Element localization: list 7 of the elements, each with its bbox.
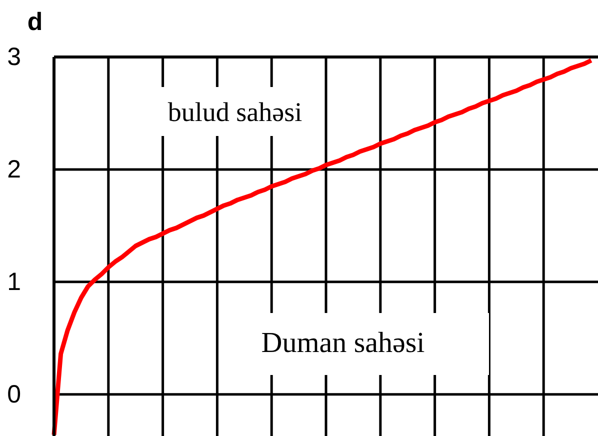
y-tick-label: 2 <box>7 155 21 184</box>
annotation: Duman sahəsi <box>261 327 425 359</box>
annotation: bulud sahəsi <box>168 97 302 127</box>
y-axis-title: d <box>27 8 43 36</box>
y-tick-label: 3 <box>7 43 21 71</box>
y-tick-label: 1 <box>7 268 21 296</box>
y-tick-label: 0 <box>7 380 21 408</box>
